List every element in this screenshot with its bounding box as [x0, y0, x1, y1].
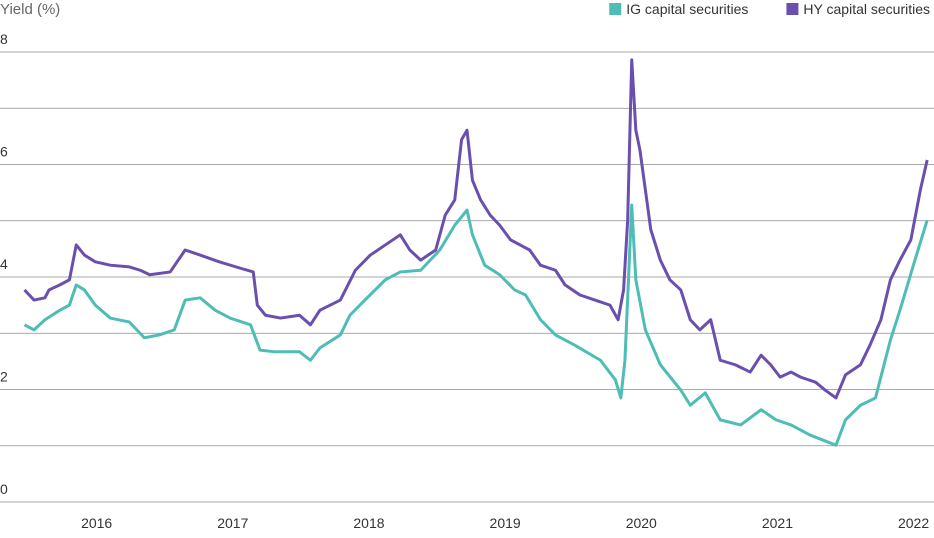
legend-swatch [786, 3, 799, 15]
x-tick-label: 2020 [626, 515, 657, 531]
x-tick-label: 2017 [217, 515, 248, 531]
line [23, 58, 929, 400]
x-tick-label: 2022 [898, 515, 929, 531]
x-tick-label: 2018 [353, 515, 384, 531]
legend-swatch [609, 3, 622, 15]
y-tick-label: 6 [0, 144, 8, 160]
y-tick-label: 4 [0, 256, 8, 272]
legend-label: IG capital securities [626, 1, 748, 17]
legend-label: HY capital securities [803, 1, 930, 17]
x-tick-label: 2021 [762, 515, 793, 531]
y-tick-label: 2 [0, 369, 8, 385]
x-tick-label: 2019 [490, 515, 521, 531]
line [23, 203, 929, 447]
y-tick-label: 0 [0, 481, 8, 497]
y-tick-label: 8 [0, 31, 8, 47]
x-tick-label: 2016 [81, 515, 112, 531]
y-axis-label: Yield (%) [0, 1, 60, 18]
